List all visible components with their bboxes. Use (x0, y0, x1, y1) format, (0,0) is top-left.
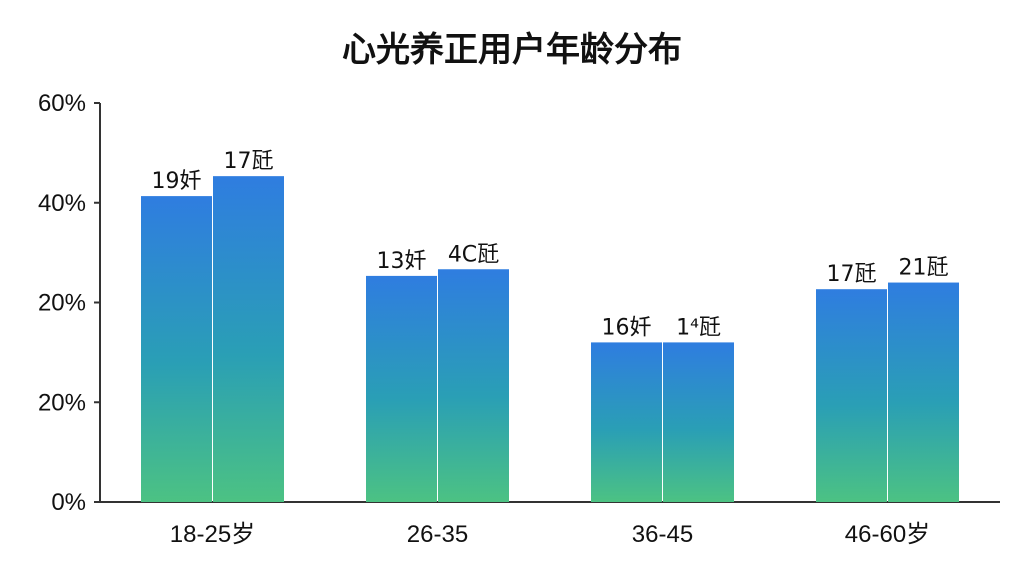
bar (816, 289, 887, 502)
data-label: 1⁴瓩 (676, 315, 721, 340)
y-tick-label: 20% (38, 389, 86, 416)
bar (663, 342, 734, 502)
data-label: 4C瓩 (448, 242, 499, 267)
x-category-label: 26-35 (407, 521, 468, 548)
x-category-label: 36-45 (632, 521, 693, 548)
bar (366, 275, 437, 502)
data-label: 17瓩 (827, 262, 877, 287)
x-category-label: 18-25岁 (170, 521, 255, 548)
data-label: 19奷 (152, 169, 202, 194)
bar (213, 176, 284, 502)
data-label: 16奷 (602, 315, 652, 340)
y-tick-label: 40% (38, 190, 86, 217)
data-label: 17瓩 (224, 149, 274, 174)
x-category-label: 46-60岁 (845, 521, 930, 548)
y-tick-label: 60% (38, 90, 86, 117)
y-tick-label: 0% (51, 489, 86, 516)
bar (438, 269, 509, 502)
chart-title: 心光养正用户年龄分布 (342, 30, 682, 70)
bar (888, 282, 959, 502)
bar (591, 342, 662, 502)
y-tick-label: 20% (38, 290, 86, 317)
data-label: 21瓩 (899, 256, 949, 281)
data-label: 13奷 (377, 249, 427, 274)
bar (141, 196, 212, 502)
